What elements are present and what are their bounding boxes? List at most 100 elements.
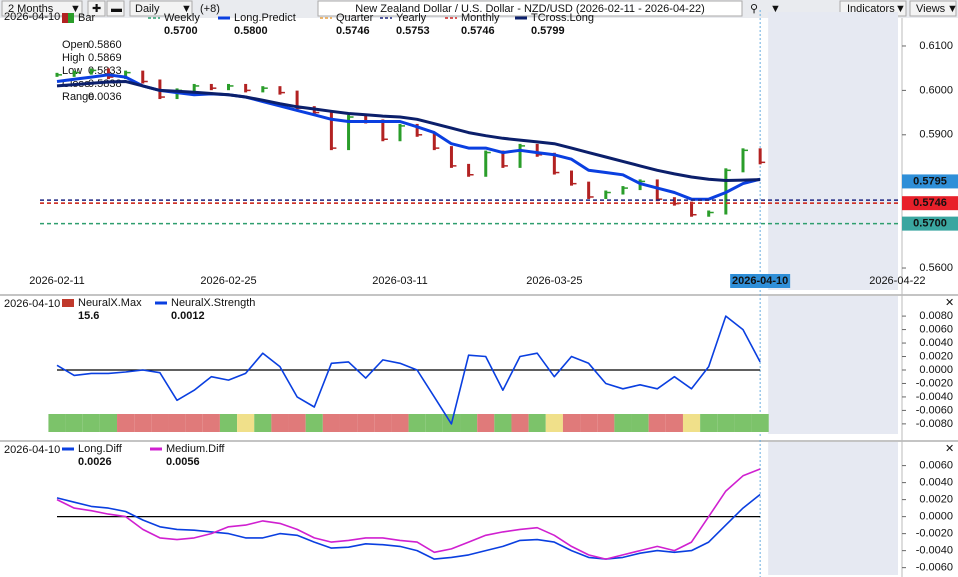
state-cell	[562, 414, 581, 432]
price-bar	[381, 119, 385, 142]
legend-label: Yearly	[396, 12, 427, 24]
y-tick-label: -0.0040	[916, 391, 953, 403]
legend-value: 0.0056	[166, 456, 200, 468]
y-tick-label: -0.0060	[916, 562, 953, 574]
state-cell	[99, 414, 118, 432]
state-cell	[511, 414, 529, 432]
dropdown-arrow: ▼	[895, 3, 906, 15]
extra[interactable]: (+8)	[200, 3, 220, 15]
state-cell	[219, 414, 238, 432]
info-value: 0.5860	[88, 39, 122, 51]
price-bar	[72, 70, 76, 77]
legend-icon	[62, 13, 68, 23]
y-tick-label: -0.0080	[916, 418, 953, 430]
legend-value: 0.0012	[171, 310, 205, 322]
y-tick-label: 0.0000	[919, 364, 953, 376]
dropdown-arrow: ▼	[70, 3, 81, 15]
info-label: Range	[62, 91, 94, 103]
legend-label: Monthly	[461, 12, 500, 24]
state-cell	[528, 414, 546, 432]
state-cell	[648, 414, 666, 432]
x-tick-label: 2026-02-25	[200, 275, 256, 287]
state-cell	[151, 414, 169, 432]
zoom-out[interactable]	[106, 0, 125, 17]
state-cell	[185, 414, 203, 432]
interval: Daily	[135, 3, 160, 15]
future-area	[768, 296, 898, 434]
close-icon[interactable]: ✕	[945, 297, 954, 309]
state-cell	[545, 414, 563, 432]
price-bar	[449, 146, 453, 168]
views-button[interactable]	[909, 0, 957, 17]
state-cell	[254, 414, 272, 432]
legend-label: Weekly	[164, 12, 200, 24]
state-cell	[751, 414, 769, 432]
x-tick-label: 2026-04-22	[869, 275, 925, 287]
indicators: Indicators	[847, 3, 895, 15]
price-bar	[758, 148, 762, 165]
views: Views	[916, 3, 946, 15]
state-cell	[477, 414, 495, 432]
y-tick-label: 0.0020	[919, 350, 953, 362]
state-cell	[134, 414, 152, 432]
legend-label: NeuralX.Max	[78, 297, 142, 309]
future-area	[768, 12, 898, 290]
price-marker-label: 0.5700	[913, 218, 947, 230]
dropdown-arrow: ▼	[770, 3, 781, 15]
state-cell	[339, 414, 358, 432]
legend-value: 0.5800	[234, 25, 268, 37]
price-bar	[604, 190, 608, 199]
price-bar	[690, 201, 694, 217]
state-cell	[237, 414, 255, 432]
info-label: High	[62, 52, 85, 64]
state-cell	[597, 414, 615, 432]
price-bar	[741, 148, 745, 173]
series-line	[56, 315, 761, 425]
price-bar	[484, 150, 488, 177]
price-bar	[570, 170, 573, 186]
price-bar	[124, 70, 128, 80]
period-select[interactable]	[1, 0, 83, 17]
legend-icon	[68, 13, 74, 23]
cursor-date-box	[730, 274, 791, 288]
legend-label: Long.Diff	[78, 443, 123, 455]
price-marker	[902, 196, 958, 211]
legend-label: Quarter	[336, 12, 374, 24]
search-icon[interactable]: ⚲	[750, 3, 758, 15]
price-bar	[467, 163, 471, 177]
state-cell	[682, 414, 701, 432]
title-box[interactable]	[317, 0, 743, 17]
chart-title: New Zealand Dollar / U.S. Dollar - NZD/U…	[355, 3, 705, 15]
state-cell	[494, 414, 512, 432]
price-bar	[141, 70, 145, 84]
y-tick-label: -0.0040	[916, 545, 953, 557]
state-cell	[460, 414, 478, 432]
info-value: 0.0036	[88, 91, 122, 103]
zoom-in[interactable]	[87, 0, 106, 17]
series-line	[56, 73, 761, 201]
state-cell	[168, 414, 186, 432]
info-label: Open	[62, 39, 89, 51]
state-cell	[631, 414, 649, 432]
state-cell	[665, 414, 683, 432]
y-tick-label: 0.0040	[919, 337, 953, 349]
y-tick-label: 0.6100	[919, 40, 953, 52]
cursor-date: 2026-04-10	[732, 275, 788, 287]
price-bar	[398, 123, 402, 142]
price-bar	[518, 143, 522, 168]
price-bar	[209, 83, 213, 91]
legend-value: 15.6	[78, 310, 99, 322]
y-tick-label: 0.0040	[919, 477, 953, 489]
x-tick-label: 2026-02-11	[29, 275, 84, 287]
close-icon[interactable]: ✕	[945, 443, 954, 455]
legend-label: Medium.Diff	[166, 443, 225, 455]
y-tick-label: -0.0060	[916, 404, 953, 416]
state-cell	[734, 414, 752, 432]
price-bar	[278, 86, 282, 95]
state-cell	[391, 414, 409, 432]
series-line	[56, 493, 761, 560]
interval-select[interactable]	[129, 0, 193, 17]
y-tick-label: 0.5600	[919, 262, 953, 274]
legend-value: 0.0026	[78, 456, 112, 468]
